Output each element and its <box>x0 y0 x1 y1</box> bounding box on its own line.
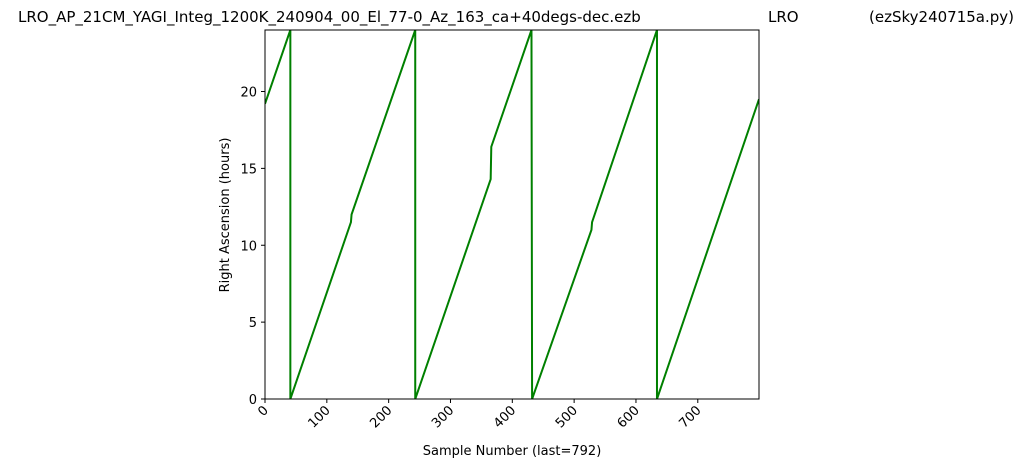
chart-title: LRO <box>768 8 799 26</box>
chart-title: (ezSky240715a.py) <box>869 8 1014 26</box>
data-line <box>265 29 759 400</box>
x-tick-label: 700 <box>676 403 704 431</box>
x-tick-label: 400 <box>491 403 519 431</box>
y-tick-label: 5 <box>249 316 257 331</box>
y-tick-label: 20 <box>240 86 257 101</box>
x-tick-label: 200 <box>367 403 395 431</box>
y-axis-label: Right Ascension (hours) <box>218 138 233 293</box>
x-tick-label: 300 <box>429 403 457 431</box>
x-tick-label: 0 <box>255 403 271 419</box>
plot-frame <box>264 29 760 400</box>
y-tick-label: 0 <box>249 393 257 408</box>
chart-title: LRO_AP_21CM_YAGI_Integ_1200K_240904_00_E… <box>18 8 641 27</box>
y-tick-label: 10 <box>240 239 257 254</box>
x-tick-label: 600 <box>615 403 643 431</box>
x-tick-label: 500 <box>553 403 581 431</box>
y-tick-label: 15 <box>240 162 257 177</box>
x-tick-label: 100 <box>305 403 333 431</box>
x-axis-label: Sample Number (last=792) <box>423 444 602 459</box>
